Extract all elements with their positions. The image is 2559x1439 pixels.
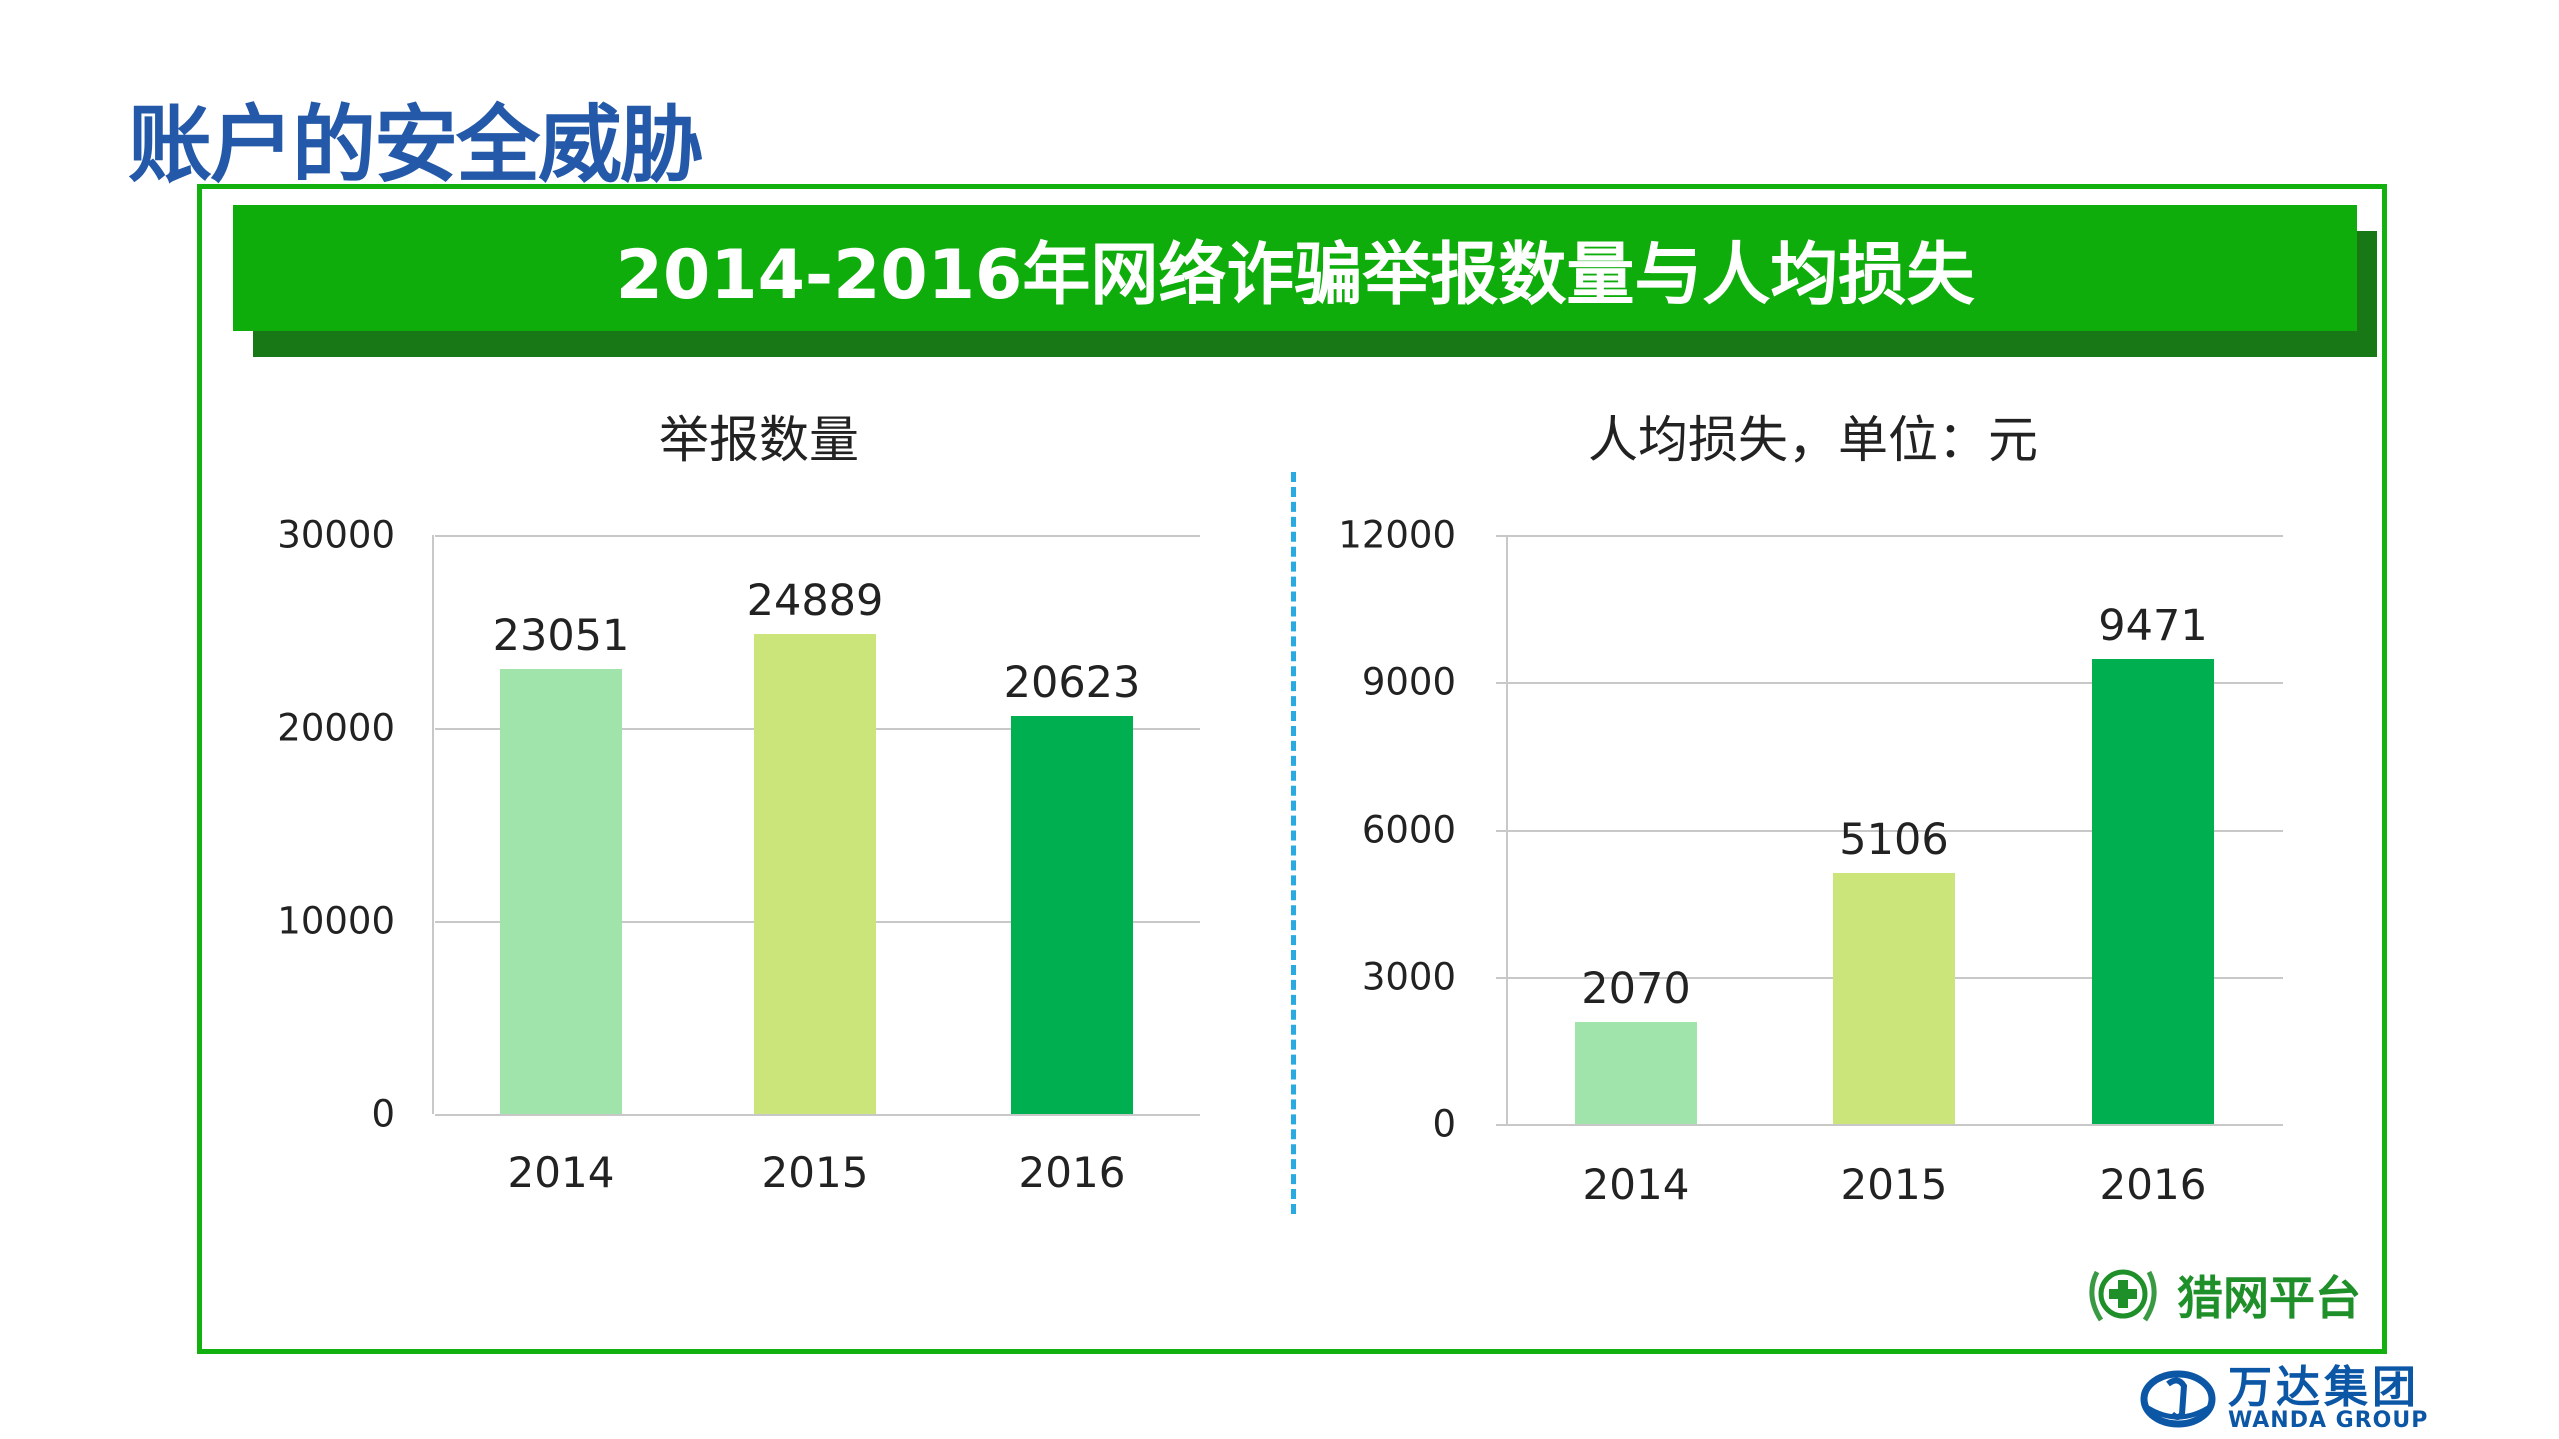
y-tick-label: 9000	[1361, 660, 1456, 704]
y-tick-label: 10000	[277, 899, 395, 943]
chart-title-loss: 人均损失，单位：元	[1588, 411, 2038, 469]
x-tick-label: 2015	[1840, 1160, 1948, 1209]
liewang-logo: 猎网平台	[2083, 1262, 2361, 1328]
x-tick-label: 2014	[1582, 1160, 1690, 1209]
y-tick-label: 0	[1432, 1102, 1456, 1146]
chart-title-reports: 举报数量	[659, 411, 859, 469]
gridline	[1496, 829, 2283, 832]
gridline	[1496, 535, 2283, 537]
y-tick-label: 0	[371, 1092, 395, 1136]
gridline	[435, 535, 1200, 537]
bar-2016	[1011, 715, 1133, 1114]
y-tick-label: 3000	[1361, 955, 1456, 999]
bar-2014	[500, 669, 622, 1114]
bar-2015	[1833, 873, 1955, 1124]
y-tick-label: 30000	[277, 513, 395, 557]
data-label: 2070	[1581, 964, 1691, 1015]
banner: 2014-2016年网络诈骗举报数量与人均损失	[233, 205, 2357, 331]
wanda-emblem-icon	[2140, 1370, 2216, 1428]
chart-divider	[1291, 472, 1296, 1214]
y-axis-line	[432, 535, 434, 1114]
data-label: 24889	[746, 575, 884, 626]
data-label: 23051	[492, 611, 630, 662]
data-label: 9471	[2098, 601, 2208, 652]
content-frame	[197, 184, 2387, 1354]
data-label: 5106	[1839, 815, 1949, 866]
gridline	[1496, 682, 2283, 685]
x-tick-label: 2016	[2099, 1160, 2207, 1209]
x-tick-label: 2014	[507, 1148, 615, 1197]
bar-2014	[1575, 1022, 1697, 1124]
wanda-logo: 万达集团 WANDA GROUP	[2140, 1366, 2428, 1432]
banner-title: 2014-2016年网络诈骗举报数量与人均损失	[615, 235, 1975, 315]
wanda-logo-cn: 万达集团	[2228, 1362, 2420, 1413]
x-tick-label: 2016	[1018, 1148, 1126, 1197]
y-axis-line	[1506, 535, 1508, 1124]
y-tick-label: 20000	[277, 706, 395, 750]
x-tick-label: 2015	[761, 1148, 869, 1197]
liewang-logo-text: 猎网平台	[2177, 1271, 2361, 1325]
liewang-emblem-icon	[2089, 1269, 2157, 1322]
gridline	[435, 1114, 1200, 1116]
gridline	[1496, 1124, 2283, 1126]
y-tick-label: 6000	[1361, 808, 1456, 851]
slide-title: 账户的安全威胁	[128, 96, 704, 194]
wanda-logo-en: WANDA GROUP	[2228, 1408, 2429, 1433]
y-tick-label: 12000	[1338, 513, 1456, 557]
data-label: 20623	[1003, 657, 1141, 708]
bar-2015	[754, 633, 876, 1114]
bar-2016	[2092, 659, 2214, 1124]
